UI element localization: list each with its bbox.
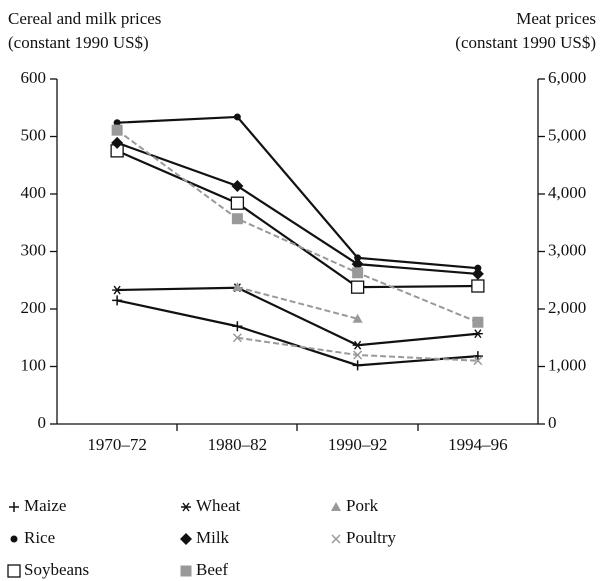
y-tick-label: 100	[21, 355, 47, 374]
marker	[112, 295, 123, 306]
marker	[112, 285, 123, 295]
y2-tick-label: 2,000	[548, 298, 586, 317]
marker	[231, 213, 243, 225]
marker	[472, 316, 484, 328]
marker	[331, 534, 341, 544]
y2-tick-label: 1,000	[548, 355, 586, 374]
marker	[111, 136, 124, 149]
legend-label: Rice	[24, 528, 55, 547]
x-tick-label: 1980–82	[208, 435, 268, 454]
marker	[472, 351, 483, 362]
marker	[9, 502, 19, 512]
marker	[113, 119, 121, 127]
series-line	[237, 286, 358, 320]
marker	[350, 280, 365, 294]
marker	[111, 124, 123, 136]
series-line	[117, 115, 478, 270]
legend-label: Beef	[196, 560, 228, 579]
axes	[56, 79, 539, 431]
y2-tick-label: 0	[548, 413, 557, 432]
marker	[180, 533, 192, 545]
marker	[232, 333, 242, 343]
marker	[351, 258, 364, 271]
series-line	[237, 336, 478, 362]
series-line	[116, 299, 478, 367]
y-axis-label: (constant 1990 US$)	[8, 33, 149, 52]
marker	[181, 502, 191, 512]
marker	[7, 564, 21, 578]
y-tick-label: 200	[21, 298, 47, 317]
marker	[352, 340, 363, 350]
x-tick-label: 1994–96	[448, 435, 508, 454]
y2-tick-label: 3,000	[548, 240, 586, 259]
marker	[471, 279, 485, 293]
marker	[471, 267, 484, 280]
x-tick-label: 1990–92	[328, 435, 388, 454]
series-line	[116, 141, 478, 276]
y2-tick-label: 5,000	[548, 125, 586, 144]
y-tick-label: 600	[21, 68, 47, 87]
marker	[231, 179, 244, 192]
y-tick-label: 300	[21, 240, 47, 259]
marker	[233, 113, 241, 121]
legend-label: Pork	[346, 496, 379, 515]
legend-label: Wheat	[196, 496, 241, 515]
legend-label: Soybeans	[24, 560, 89, 579]
y2-tick-label: 4,000	[548, 183, 586, 202]
y2-tick-label: 6,000	[548, 68, 586, 87]
marker	[352, 267, 364, 279]
marker	[232, 282, 243, 292]
marker	[331, 502, 341, 511]
y-axis-label: Cereal and milk prices	[8, 9, 161, 28]
marker	[353, 350, 363, 360]
marker	[232, 321, 243, 332]
marker	[10, 535, 18, 543]
x-tick-label: 1970–72	[87, 435, 147, 454]
y2-axis-label: Meat prices	[516, 9, 596, 28]
marker	[473, 356, 483, 366]
marker	[180, 565, 192, 577]
marker	[352, 313, 363, 323]
legend-label: Maize	[24, 496, 66, 515]
legend-label: Milk	[196, 528, 230, 547]
y-tick-label: 500	[21, 125, 47, 144]
series-line	[117, 286, 478, 347]
marker	[354, 254, 362, 262]
series-line	[116, 129, 479, 324]
marker	[230, 196, 245, 210]
legend-label: Poultry	[346, 528, 397, 547]
y2-axis-label: (constant 1990 US$)	[455, 33, 596, 52]
y-tick-label: 0	[38, 413, 47, 432]
y-tick-label: 400	[21, 183, 47, 202]
marker	[472, 329, 483, 339]
series-line	[116, 149, 478, 289]
marker	[352, 360, 363, 371]
